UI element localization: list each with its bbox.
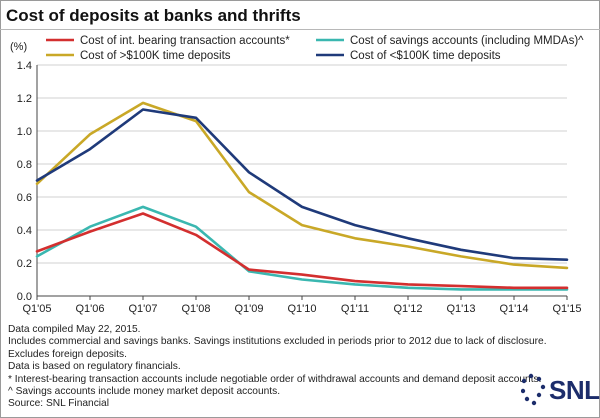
footnote-savings: ^ Savings accounts include money market … <box>8 386 281 398</box>
footnote-scope: Includes commercial and savings banks. S… <box>8 336 547 348</box>
x-tick-label: Q1'08 <box>181 303 210 315</box>
footnote-regulatory: Data is based on regulatory financials. <box>8 361 181 373</box>
line-chart: 0.0 0.2 0.4 0.6 0.8 1.0 1.2 1.4 Q1'05 Q1'06 Q1'07… <box>17 35 584 315</box>
y-tick-label: 0.0 <box>17 291 32 303</box>
series-line <box>35 205 569 291</box>
x-tick-label: Q1'09 <box>234 303 263 315</box>
grid-lines <box>37 64 567 264</box>
chart-title: Cost of deposits at banks and thrifts <box>6 6 301 25</box>
footnote-interest-bearing: * Interest-bearing transaction accounts … <box>8 373 542 385</box>
legend-label: Cost of savings accounts (including MMDA… <box>350 35 584 47</box>
y-tick-label: 0.4 <box>17 225 32 237</box>
series-line <box>35 212 569 290</box>
footnote-foreign: Excludes foreign deposits. <box>8 348 127 360</box>
snl-logo-text: SNL <box>549 375 600 405</box>
y-tick-label: 0.2 <box>17 258 32 270</box>
x-axis-ticks: Q1'05 Q1'06 Q1'07 Q1'08 Q1'09 Q1'10 Q1'11 Q1'12… <box>22 296 582 315</box>
footnote-source: Source: SNL Financial <box>8 398 109 410</box>
x-tick-label: Q1'15 <box>552 303 581 315</box>
y-axis-ticks: 0.0 0.2 0.4 0.6 0.8 1.0 1.2 1.4 <box>17 60 32 303</box>
snl-logo: SNL <box>521 372 600 410</box>
footnote-compiled-date: Data compiled May 22, 2015. <box>8 324 141 335</box>
footnotes: Data compiled May 22, 2015. Includes com… <box>8 324 547 411</box>
series-lines <box>35 101 569 291</box>
series-line <box>35 108 569 262</box>
title-divider <box>0 29 600 30</box>
x-tick-label: Q1'05 <box>22 303 51 315</box>
legend: Cost of int. bearing transaction account… <box>46 35 584 62</box>
x-tick-label: Q1'14 <box>499 303 528 315</box>
x-tick-label: Q1'10 <box>287 303 316 315</box>
y-axis-unit-label: (%) <box>10 41 28 53</box>
legend-label: Cost of int. bearing transaction account… <box>80 35 290 47</box>
legend-label: Cost of <$100K time deposits <box>350 50 501 62</box>
legend-label: Cost of >$100K time deposits <box>80 50 231 62</box>
y-tick-label: 1.2 <box>17 93 32 105</box>
series-line <box>35 101 569 270</box>
y-tick-label: 1.4 <box>17 60 32 72</box>
x-tick-label: Q1'12 <box>393 303 422 315</box>
x-tick-label: Q1'11 <box>341 303 369 315</box>
snl-starburst-icon <box>521 373 546 406</box>
y-tick-label: 0.6 <box>17 192 32 204</box>
x-tick-label: Q1'06 <box>75 303 104 315</box>
y-tick-label: 1.0 <box>17 126 32 138</box>
x-tick-label: Q1'07 <box>128 303 157 315</box>
y-tick-label: 0.8 <box>17 159 32 171</box>
x-tick-label: Q1'13 <box>446 303 475 315</box>
